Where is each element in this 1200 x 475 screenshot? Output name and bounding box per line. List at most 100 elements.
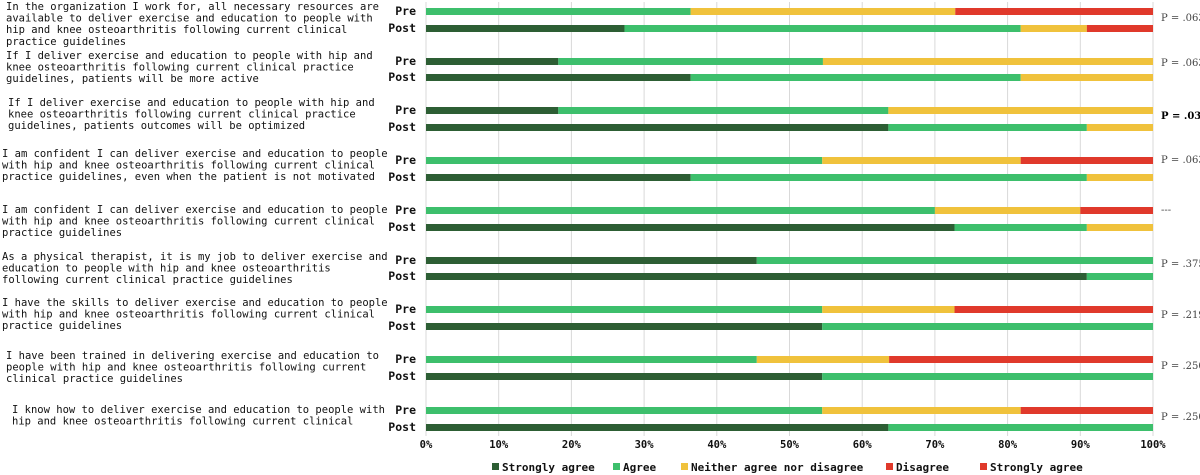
legend-label: Strongly agree bbox=[502, 461, 595, 474]
statement-text: knee osteoarthritis following current cl… bbox=[6, 62, 354, 74]
pre-label: Pre bbox=[395, 103, 416, 117]
bar-segment-disagree bbox=[889, 356, 1153, 363]
bar-segment-strongly-agree bbox=[426, 124, 889, 131]
legend-swatch bbox=[886, 463, 893, 470]
bar-segment-disagree bbox=[1020, 407, 1153, 414]
bar-segment-neither-agree-nor-disagree bbox=[888, 107, 1153, 114]
statement-text: practice guidelines bbox=[6, 36, 126, 48]
bar-segment-disagree bbox=[954, 306, 1153, 313]
statement-text: guidelines, patients outcomes will be op… bbox=[8, 120, 305, 132]
statement-text: practice guidelines, even when the patie… bbox=[2, 171, 375, 183]
bar-segment-neither-agree-nor-disagree bbox=[822, 407, 1021, 414]
pre-label: Pre bbox=[395, 4, 416, 18]
bar-segment-neither-agree-nor-disagree bbox=[934, 207, 1081, 214]
legend-label: Strongly agree bbox=[990, 461, 1083, 474]
x-tick-label: 10% bbox=[489, 439, 509, 451]
pre-label: Pre bbox=[395, 54, 416, 68]
bar-segment-agree bbox=[690, 74, 1021, 81]
x-tick-label: 60% bbox=[853, 439, 873, 451]
statement-text: with hip and knee osteoarthritis followi… bbox=[2, 309, 375, 321]
x-tick-label: 20% bbox=[562, 439, 582, 451]
bar-segment-strongly-agree bbox=[426, 273, 1087, 280]
statement-text: I have been trained in delivering exerci… bbox=[6, 350, 379, 362]
bar-segment-disagree bbox=[1086, 25, 1153, 32]
statement-text: As a physical therapist, it is my job to… bbox=[2, 251, 388, 263]
legend-swatch bbox=[980, 463, 987, 470]
statement-text: I have the skills to deliver exercise an… bbox=[2, 297, 388, 309]
bar-segment-agree bbox=[426, 407, 823, 414]
post-label: Post bbox=[388, 70, 416, 84]
legend-swatch bbox=[492, 463, 499, 470]
bar-segment-agree bbox=[426, 157, 823, 164]
bar-segment-neither-agree-nor-disagree bbox=[1020, 25, 1087, 32]
p-value: P = .063 bbox=[1161, 155, 1200, 166]
bar-segment-neither-agree-nor-disagree bbox=[822, 58, 1153, 65]
p-value: --- bbox=[1161, 205, 1171, 216]
bar-segment-agree bbox=[888, 124, 1087, 131]
statement-text: hip and knee osteoarthritis following cu… bbox=[12, 416, 353, 428]
statement-text: clinical practice guidelines bbox=[6, 373, 183, 385]
bar-segment-strongly-agree bbox=[426, 323, 823, 330]
statement-text: guidelines, patients will be more active bbox=[6, 73, 259, 85]
p-value: P = .063 bbox=[1161, 58, 1200, 69]
statement-text: I am confident I can deliver exercise an… bbox=[2, 204, 388, 216]
x-tick-label: 90% bbox=[1071, 439, 1091, 451]
statement-text: following current clinical practice guid… bbox=[2, 274, 293, 286]
statement-text: people with hip and knee osteoarthritis … bbox=[6, 362, 366, 374]
bar-segment-strongly-agree bbox=[426, 25, 625, 32]
statement-text: with hip and knee osteoarthritis followi… bbox=[2, 160, 375, 172]
statement-text: If I deliver exercise and education to p… bbox=[8, 97, 375, 109]
bar-segment-neither-agree-nor-disagree bbox=[756, 356, 890, 363]
x-tick-label: 30% bbox=[635, 439, 655, 451]
bar-segment-disagree bbox=[1020, 157, 1153, 164]
x-axis-ticks: 0% 10% 20% 30% 40% 50% 60% 70% 80% 90% 100% bbox=[420, 439, 1167, 451]
legend-label: Disagree bbox=[896, 461, 949, 474]
bar-segment-neither-agree-nor-disagree bbox=[1020, 74, 1153, 81]
bar-segment-neither-agree-nor-disagree bbox=[1086, 224, 1153, 231]
statement-text: with hip and knee osteoarthritis followi… bbox=[2, 216, 375, 228]
statement-text: practice guidelines bbox=[2, 320, 122, 332]
x-tick-label: 50% bbox=[780, 439, 800, 451]
bar-segment-neither-agree-nor-disagree bbox=[822, 157, 1021, 164]
post-label: Post bbox=[388, 420, 416, 434]
bar-segment-strongly-agree bbox=[426, 107, 559, 114]
legend-label: Neither agree nor disagree bbox=[691, 461, 864, 474]
bar-segment-agree bbox=[690, 174, 1087, 181]
bar-segment-neither-agree-nor-disagree bbox=[822, 306, 955, 313]
p-value: P = .031 bbox=[1161, 111, 1200, 122]
bar-segment-agree bbox=[426, 8, 691, 15]
bar-segment-strongly-agree bbox=[426, 174, 691, 181]
p-value: P = .219 bbox=[1161, 310, 1200, 321]
pre-label: Pre bbox=[395, 302, 416, 316]
pre-label: Pre bbox=[395, 352, 416, 366]
legend: Strongly agree Agree Neither agree nor dis… bbox=[492, 461, 1083, 474]
x-tick-label: 100% bbox=[1140, 439, 1166, 451]
labels: Pre Post In the organization I work for, a… bbox=[2, 1, 1200, 434]
bar-segment-agree bbox=[954, 224, 1087, 231]
post-label: Post bbox=[388, 269, 416, 283]
post-label: Post bbox=[388, 170, 416, 184]
bar-segment-strongly-agree bbox=[426, 424, 889, 431]
statement-text: In the organization I work for, all nece… bbox=[6, 1, 379, 13]
bar-segment-neither-agree-nor-disagree bbox=[690, 8, 956, 15]
post-label: Post bbox=[388, 319, 416, 333]
bar-segment-agree bbox=[558, 107, 889, 114]
pre-label: Pre bbox=[395, 203, 416, 217]
bar-segment-agree bbox=[426, 356, 757, 363]
statement-text: I am confident I can deliver exercise an… bbox=[2, 148, 388, 160]
bar-segment-agree bbox=[624, 25, 1021, 32]
statement-text: practice guidelines bbox=[2, 227, 122, 239]
bar-segment-strongly-agree bbox=[426, 257, 757, 264]
post-label: Post bbox=[388, 21, 416, 35]
p-value: P = .250 bbox=[1161, 412, 1200, 423]
pre-label: Pre bbox=[395, 403, 416, 417]
p-value: P = .250 bbox=[1161, 361, 1200, 372]
bar-segment-strongly-agree bbox=[426, 373, 823, 380]
bar-segment-agree bbox=[426, 306, 823, 313]
x-tick-label: 70% bbox=[925, 439, 945, 451]
post-label: Post bbox=[388, 220, 416, 234]
legend-swatch bbox=[681, 463, 688, 470]
bar-segment-neither-agree-nor-disagree bbox=[1086, 124, 1153, 131]
statement-text: education to people with hip and knee os… bbox=[2, 263, 331, 275]
